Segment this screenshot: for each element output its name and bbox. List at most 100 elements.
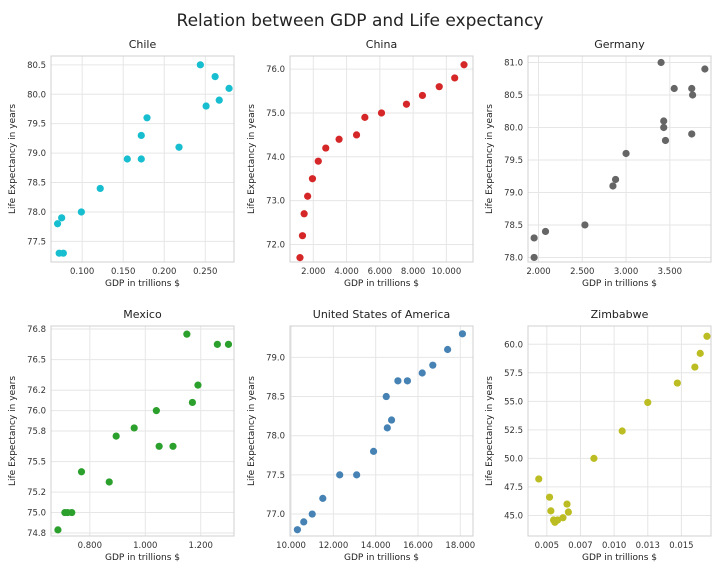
subplot-title: Germany — [594, 38, 645, 51]
subplot-title: Chile — [129, 38, 157, 51]
subplot-china: 2.000 4.000 6.000 8.000 10.000 72.0 73.0 74.0 75… — [247, 38, 474, 289]
y-tick-label: 81.0 — [504, 58, 523, 68]
subplot-grid: 0.100 0.150 0.200 0.250 77.5 78.0 78.5 79.0 79.5… — [8, 38, 712, 563]
data-point — [353, 471, 361, 479]
x-tick-label: 0.013 — [636, 541, 660, 551]
data-point — [383, 424, 391, 432]
plot-frame — [50, 325, 235, 537]
x-tick-label: 2.500 — [570, 267, 594, 277]
data-point — [451, 74, 459, 82]
data-point — [213, 340, 221, 348]
x-tick-label: 0.250 — [193, 267, 217, 277]
y-tick-label: 60.0 — [504, 340, 523, 350]
data-point — [361, 113, 369, 121]
x-tick-label: 2.000 — [301, 267, 325, 277]
y-axis-label: Life Expectancy in years — [8, 376, 18, 486]
y-tick-label: 74.0 — [266, 153, 285, 163]
subplot-title: China — [366, 38, 397, 51]
data-point — [225, 84, 233, 92]
y-tick-label: 78.5 — [266, 393, 285, 403]
x-axis-label: GDP in trillions $ — [582, 279, 657, 289]
data-point — [402, 100, 411, 108]
plot-frame — [527, 55, 712, 263]
data-point — [458, 330, 467, 338]
data-point — [618, 427, 626, 435]
x-tick-label: 3.000 — [614, 267, 638, 277]
data-point — [387, 416, 396, 424]
y-tick-label: 74.8 — [27, 529, 46, 539]
data-point — [335, 135, 343, 143]
x-tick-label: 10.000 — [432, 267, 462, 277]
data-point — [609, 182, 617, 190]
data-point — [53, 220, 62, 228]
y-tick-label: 75.0 — [27, 509, 46, 519]
data-point — [215, 96, 223, 104]
data-point — [460, 61, 468, 69]
y-axis-label: Life Expectancy in years — [485, 376, 495, 486]
data-point — [554, 516, 562, 524]
data-point — [661, 136, 670, 145]
data-point — [298, 232, 307, 240]
data-point — [644, 398, 652, 407]
data-point — [314, 157, 322, 165]
plot-frame — [289, 55, 474, 263]
data-point — [296, 254, 304, 262]
data-point — [545, 493, 554, 501]
subplot-zimbabwe: 0.005 0.007 0.010 0.013 0.015 45.0 47.5 50.0 52.… — [485, 308, 712, 563]
y-tick-label: 77.5 — [27, 237, 46, 247]
plot-frame — [50, 55, 235, 263]
data-point — [169, 442, 177, 450]
data-point — [670, 84, 678, 93]
y-tick-label: 72.0 — [266, 240, 285, 250]
data-point — [322, 144, 330, 152]
data-point — [403, 377, 412, 385]
y-tick-label: 80.5 — [504, 91, 523, 101]
data-point — [58, 214, 66, 222]
data-point — [535, 475, 543, 483]
plot-frame — [289, 325, 474, 537]
data-point — [155, 442, 163, 450]
data-point — [112, 432, 120, 440]
data-point — [202, 102, 210, 110]
data-point — [382, 392, 390, 401]
plot-frame — [527, 325, 712, 537]
y-tick-label: 78.0 — [266, 432, 285, 442]
data-point — [547, 507, 555, 515]
data-point — [377, 109, 386, 117]
y-tick-label: 76.8 — [27, 325, 46, 335]
subplot-united-states-of-america: 10.000 12.000 14.000 16.000 18.000 77.0 77.5 78… — [247, 308, 475, 563]
data-point — [660, 123, 668, 132]
data-point — [394, 377, 402, 385]
subplot-chile: 0.100 0.150 0.200 0.250 77.5 78.0 78.5 79.0 79.5… — [8, 38, 235, 289]
x-tick-label: 14.000 — [361, 541, 391, 551]
data-point — [657, 58, 665, 67]
data-point — [530, 234, 538, 242]
data-point — [564, 508, 572, 516]
subplot-title: Zimbabwe — [591, 308, 649, 321]
data-point — [308, 510, 316, 518]
subplot-germany: 2.000 2.500 3.000 3.500 78.0 78.5 79.0 79.5 80.0… — [485, 38, 712, 289]
x-tick-label: 0.200 — [152, 267, 176, 277]
data-point — [77, 468, 86, 476]
y-tick-label: 79.0 — [27, 149, 46, 159]
data-point — [418, 91, 427, 100]
data-point — [96, 184, 104, 193]
data-point — [696, 349, 704, 357]
y-tick-label: 75.0 — [266, 109, 285, 119]
data-point — [530, 253, 538, 262]
y-tick-label: 80.0 — [27, 90, 46, 100]
data-point — [77, 208, 85, 216]
figure-title: Relation between GDP and Life expectancy — [177, 11, 544, 31]
data-point — [611, 175, 620, 184]
x-tick-label: 0.005 — [535, 541, 559, 551]
y-tick-label: 76.0 — [266, 65, 285, 75]
x-tick-label: 2.000 — [526, 267, 550, 277]
y-tick-label: 73.0 — [266, 197, 285, 207]
data-point — [293, 526, 302, 534]
data-point — [211, 73, 219, 81]
data-point — [444, 345, 452, 354]
data-point — [304, 192, 312, 200]
y-tick-label: 75.8 — [27, 427, 46, 437]
data-point — [183, 330, 191, 338]
